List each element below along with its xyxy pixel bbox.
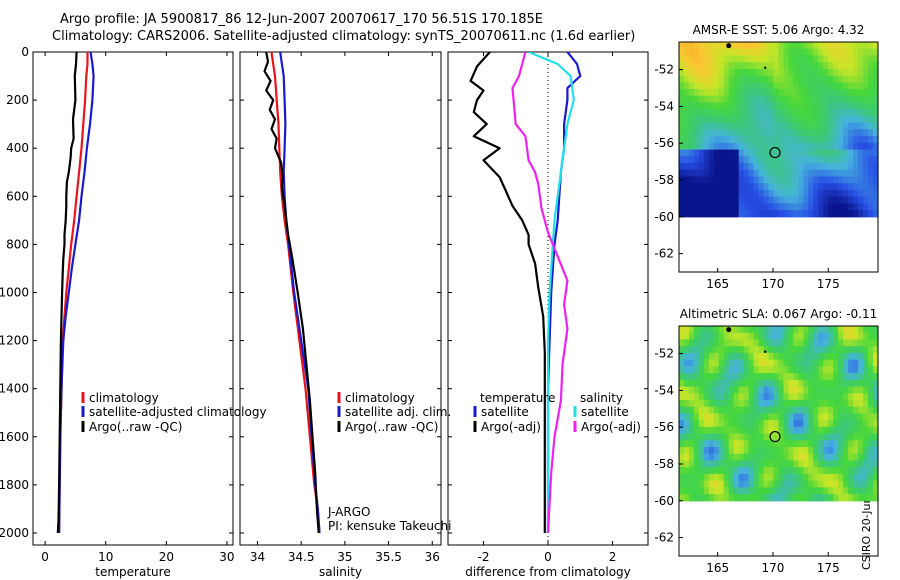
figure-title-line1: Argo profile: JA 5900817_86 12-Jun-2007 … [60, 12, 543, 27]
sal-legend-climatology-label: climatology [345, 391, 415, 405]
sla-map-xtick-label: 175 [817, 561, 840, 575]
sst-map-xtick-label: 170 [762, 277, 785, 291]
salinity-xtick-label: 34 [250, 550, 265, 564]
depth-tick-label: 1400 [0, 382, 29, 396]
depth-tick-label: 800 [6, 237, 29, 251]
sla-map-argo-marker [769, 430, 781, 443]
depth-tick-label: 400 [6, 141, 29, 155]
sst-map-ytick-label: -62 [654, 247, 674, 261]
sst-map-float-marker [726, 43, 732, 49]
salinity-xtick-label: 34.5 [288, 550, 315, 564]
depth-tick-label: 1000 [0, 285, 29, 299]
sla-map-ytick-label: -52 [654, 347, 674, 361]
depth-tick-label: 1200 [0, 334, 29, 348]
sst-map-title: AMSR-E SST: 5.06 Argo: 4.32 [693, 23, 865, 37]
temperature-xtick-label: 10 [98, 550, 113, 564]
difference-xlabel: difference from climatology [465, 565, 631, 579]
salinity-xlabel: salinity [319, 565, 362, 579]
temperature-xlabel: temperature [95, 565, 170, 579]
sst-map-ytick-label: -54 [654, 99, 674, 113]
depth-tick-label: 2000 [0, 526, 29, 540]
salinity-xtick-label: 35.5 [375, 550, 402, 564]
temperature-series-argo-raw-qc- [56, 52, 78, 534]
salinity-xtick-label: 35 [337, 550, 352, 564]
sal-legend-satellite-label: satellite adj. clim. [345, 405, 451, 419]
sal-legend-argo-label: Argo(..raw -QC) [345, 420, 438, 434]
temperature-series-satellite-adjusted-climatology [58, 52, 95, 534]
sla-map-ytick-label: -62 [654, 531, 674, 545]
depth-tick-label: 1600 [0, 430, 29, 444]
difference-series-temperature-argo-adj- [469, 52, 546, 533]
depth-tick-label: 200 [6, 93, 29, 107]
sla-map-frame [678, 325, 879, 557]
sla-map-xtick-label: 170 [762, 561, 785, 575]
salinity-panel-frame [239, 51, 442, 546]
difference-series-salinity-argo-adj- [511, 52, 569, 534]
temp-legend-argo-label: Argo(..raw -QC) [89, 420, 182, 434]
temperature-xtick-label: 30 [219, 550, 234, 564]
sst-map-xtick-label: 165 [706, 277, 729, 291]
difference-xtick-label: -2 [477, 550, 489, 564]
diff-legend-sal-satellite-label: satellite [581, 405, 629, 419]
difference-xtick-label: 0 [544, 550, 552, 564]
difference-xtick-label: 2 [609, 550, 617, 564]
sla-map-ytick-label: -56 [654, 420, 674, 434]
figure-title-line2: Climatology: CARS2006. Satellite-adjuste… [52, 29, 636, 44]
sla-map-float-marker [726, 327, 732, 333]
pi-label: PI: kensuke Takeuchi [328, 519, 451, 533]
diff-legend-temp-satellite-label: satellite [481, 405, 529, 419]
diff-legend-sal-argo-label: Argo(-adj) [581, 420, 641, 434]
diff-legend-salinity-heading: salinity [580, 391, 623, 405]
sst-map-ytick-label: -52 [654, 63, 674, 77]
sst-map-frame [678, 41, 879, 273]
sla-map-ytick-label: -54 [654, 383, 674, 397]
j-argo-label: J-ARGO [327, 505, 370, 519]
salinity-series-climatology [270, 52, 321, 534]
temperature-xtick-label: 0 [41, 550, 49, 564]
sst-map-heatmap [679, 42, 879, 218]
sst-map-xtick-label: 175 [817, 277, 840, 291]
temperature-xtick-label: 20 [159, 550, 174, 564]
sla-map-xtick-label: 165 [706, 561, 729, 575]
sla-map-ytick-label: -60 [654, 494, 674, 508]
sst-map-argo-marker [769, 146, 781, 159]
sst-map-ytick-label: -58 [654, 173, 674, 187]
diff-legend-temp-argo-label: Argo(-adj) [481, 420, 541, 434]
temperature-panel-frame [32, 51, 234, 546]
salinity-series-argo-raw-qc- [263, 52, 320, 534]
sla-map-ytick-label: -58 [654, 457, 674, 471]
sla-map-float-marker [764, 350, 767, 353]
temp-legend-satellite-adjusted-label: satellite-adjusted climatology [89, 405, 267, 419]
depth-tick-label: 1800 [0, 478, 29, 492]
diff-legend-temperature-heading: temperature [480, 391, 555, 405]
sst-map-ytick-label: -56 [654, 136, 674, 150]
sst-map-ytick-label: -60 [654, 210, 674, 224]
salinity-xtick-label: 36 [425, 550, 440, 564]
temp-legend-climatology-label: climatology [89, 391, 159, 405]
sst-map-float-marker [764, 66, 767, 69]
depth-tick-label: 600 [6, 189, 29, 203]
sla-map-title: Altimetric SLA: 0.067 Argo: -0.11 [680, 307, 877, 321]
depth-tick-label: 0 [21, 45, 29, 59]
sla-map-heatmap [679, 326, 879, 502]
difference-series-salinity-satellite [528, 52, 575, 533]
